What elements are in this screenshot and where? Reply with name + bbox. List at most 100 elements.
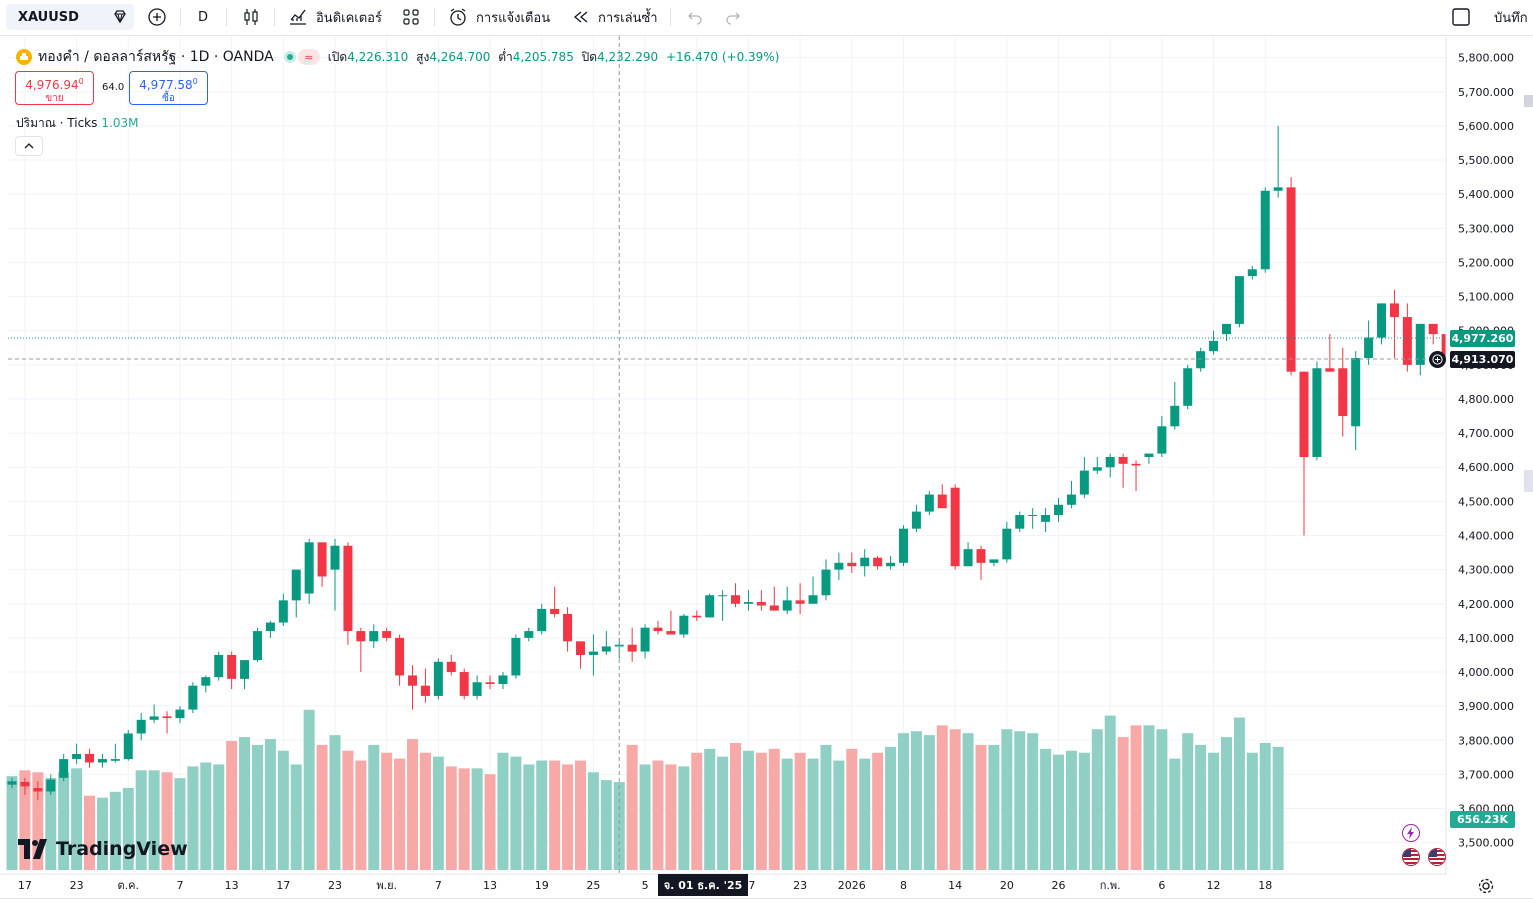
volume-bar (368, 744, 380, 870)
time-tick-label: 20 (1000, 879, 1014, 892)
volume-bar (885, 746, 897, 870)
undo-icon (688, 12, 702, 25)
volume-bar (277, 750, 289, 870)
candle-body (395, 637, 405, 676)
chart-type-button[interactable] (240, 4, 262, 30)
add-alert-plus-icon[interactable] (1429, 351, 1446, 368)
candle-body (188, 685, 198, 710)
candle-body (1286, 187, 1296, 372)
candle-body (743, 602, 753, 604)
fullscreen-toggle[interactable] (1450, 4, 1472, 30)
chart-settings-button[interactable] (1476, 876, 1496, 896)
candles-icon (244, 9, 258, 25)
candle-body (808, 595, 818, 604)
lightning-event-icon[interactable] (1402, 824, 1420, 842)
volume-bars (6, 709, 1284, 870)
sell-button[interactable]: 4,976.940 ขาย (15, 71, 94, 105)
market-open-status-icon[interactable] (283, 51, 296, 63)
volume-bar (407, 739, 419, 870)
volume-bar (807, 758, 819, 870)
close-label: ปิด (581, 49, 598, 64)
gem-icon[interactable] (112, 9, 128, 29)
rewind-icon (573, 11, 588, 23)
interval-button[interactable]: D (198, 9, 209, 25)
chevron-up-icon (24, 143, 34, 149)
volume-bar (652, 760, 664, 870)
candle-body (459, 672, 469, 696)
tradingview-logo[interactable]: TradingView (18, 838, 188, 860)
volume-bar (419, 752, 431, 870)
us-flag-event-icon[interactable] (1402, 848, 1420, 866)
volume-bar (200, 762, 212, 870)
candle-body (1273, 187, 1283, 191)
candle-body (85, 753, 95, 763)
delayed-data-badge[interactable]: ≈ (297, 49, 320, 65)
indicators-button[interactable]: อินดิเคเตอร์ (288, 4, 382, 30)
crosshair-date-tag: จ. 01 ธ.ค. '25 (658, 874, 748, 896)
toolbar-divider (226, 8, 227, 26)
candle-body (304, 542, 314, 594)
candle-body (756, 602, 766, 606)
candle-body (731, 595, 741, 604)
candle-body (240, 660, 250, 679)
low-label: ต่ำ (498, 49, 513, 64)
high-label: สูง (416, 49, 430, 64)
candle-body (227, 654, 237, 679)
save-button[interactable]: บันทึก (1494, 10, 1528, 26)
candle-body (433, 661, 443, 696)
us-flag-event-icon[interactable] (1428, 848, 1446, 866)
candle-body (1325, 368, 1335, 372)
price-tick-label: 5,500.000 (1458, 154, 1514, 167)
redo-icon (726, 12, 740, 25)
candle-body (911, 511, 921, 529)
candle-body (601, 646, 611, 652)
time-tick-label: 26 (1052, 879, 1066, 892)
candle-body (640, 627, 650, 652)
candle-body (1209, 340, 1219, 352)
tradingview-logo-icon (18, 839, 47, 859)
alerts-label: การแจ้งเตือน (476, 10, 551, 26)
layouts-button[interactable] (400, 4, 422, 30)
price-tick-label: 4,200.000 (1458, 598, 1514, 611)
symbol-search-button[interactable]: XAUUSD (6, 4, 134, 30)
candle-body (1402, 317, 1412, 365)
candle-body (265, 622, 275, 632)
candle-body (252, 631, 262, 661)
redo-button[interactable] (722, 4, 744, 30)
indicators-label: อินดิเคเตอร์ (316, 10, 382, 26)
undo-button[interactable] (684, 4, 706, 30)
alerts-button[interactable]: การแจ้งเตือน (448, 4, 550, 30)
volume-bar (626, 744, 638, 870)
time-tick-label: 2026 (838, 879, 866, 892)
candle-body (59, 759, 69, 778)
volume-bar (316, 744, 328, 870)
candle-body (20, 781, 30, 787)
candle-body (1364, 337, 1374, 359)
candle-body (446, 661, 456, 673)
price-scale-handle[interactable] (1524, 95, 1533, 107)
volume-bar (1053, 754, 1065, 870)
chart-grid (8, 36, 1445, 870)
candle-body (382, 631, 392, 638)
candle-body (1157, 426, 1167, 454)
volume-bar (794, 752, 806, 870)
high-value: 4,264.700 (429, 49, 491, 64)
price-scale-handle[interactable] (1524, 470, 1533, 492)
volume-bar (1208, 752, 1220, 870)
volume-bar (613, 782, 625, 870)
collapse-legend-button[interactable] (15, 136, 43, 156)
volume-bar (432, 756, 444, 870)
volume-bar (96, 797, 108, 870)
volume-bar (290, 764, 302, 870)
price-tick-label: 3,500.000 (1458, 837, 1514, 850)
compare-symbol-button[interactable] (146, 4, 168, 30)
time-tick-label: 19 (535, 879, 549, 892)
buy-button[interactable]: 4,977.580 ซื้อ (129, 71, 208, 105)
replay-button[interactable]: การเล่นซ้ำ (572, 4, 658, 30)
volume-bar (6, 776, 18, 870)
candle-body (705, 595, 715, 618)
volume-bar (445, 766, 457, 870)
price-tick-label: 5,400.000 (1458, 188, 1514, 201)
time-tick-label: 17 (276, 879, 290, 892)
